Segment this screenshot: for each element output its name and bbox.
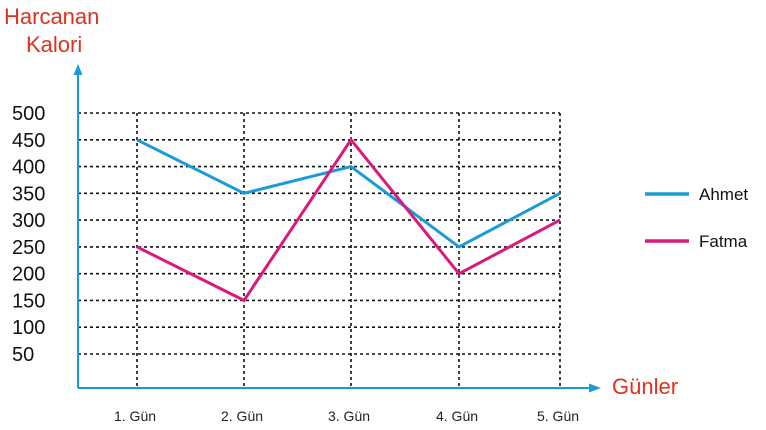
x-tick-label: 3. Gün bbox=[328, 408, 370, 424]
y-tick-label: 450 bbox=[12, 130, 45, 152]
y-tick-label: 400 bbox=[12, 157, 45, 179]
legend: Ahmet Fatma bbox=[645, 185, 748, 251]
y-tick-label: 500 bbox=[12, 103, 45, 125]
y-axis-arrow bbox=[73, 64, 83, 75]
series-lines bbox=[136, 137, 561, 303]
x-tick-labels: 1. Gün 2. Gün 3. Gün 4. Gün 5. Gün bbox=[114, 408, 579, 424]
y-axis-title-line-2: Kalori bbox=[26, 32, 82, 57]
y-tick-label: 200 bbox=[12, 264, 45, 286]
x-tick-label: 5. Gün bbox=[537, 408, 579, 424]
y-tick-label: 150 bbox=[12, 290, 45, 312]
y-tick-label: 100 bbox=[12, 317, 45, 339]
x-tick-label: 1. Gün bbox=[114, 408, 156, 424]
x-tick-label: 4. Gün bbox=[436, 408, 478, 424]
legend-label-ahmet: Ahmet bbox=[699, 185, 748, 204]
y-tick-label: 250 bbox=[12, 237, 45, 259]
grid bbox=[78, 112, 561, 388]
y-tick-label: 300 bbox=[12, 210, 45, 232]
axes bbox=[73, 64, 601, 393]
x-axis-arrow bbox=[589, 383, 601, 393]
y-tick-labels: 500 450 400 350 300 250 200 150 100 50 bbox=[12, 103, 45, 366]
x-tick-label: 2. Gün bbox=[221, 408, 263, 424]
y-axis-title-line-1: Harcanan bbox=[4, 4, 99, 29]
legend-label-fatma: Fatma bbox=[699, 232, 748, 251]
x-axis-title: Günler bbox=[612, 374, 678, 399]
y-tick-label: 50 bbox=[12, 344, 34, 366]
y-tick-label: 350 bbox=[12, 183, 45, 205]
